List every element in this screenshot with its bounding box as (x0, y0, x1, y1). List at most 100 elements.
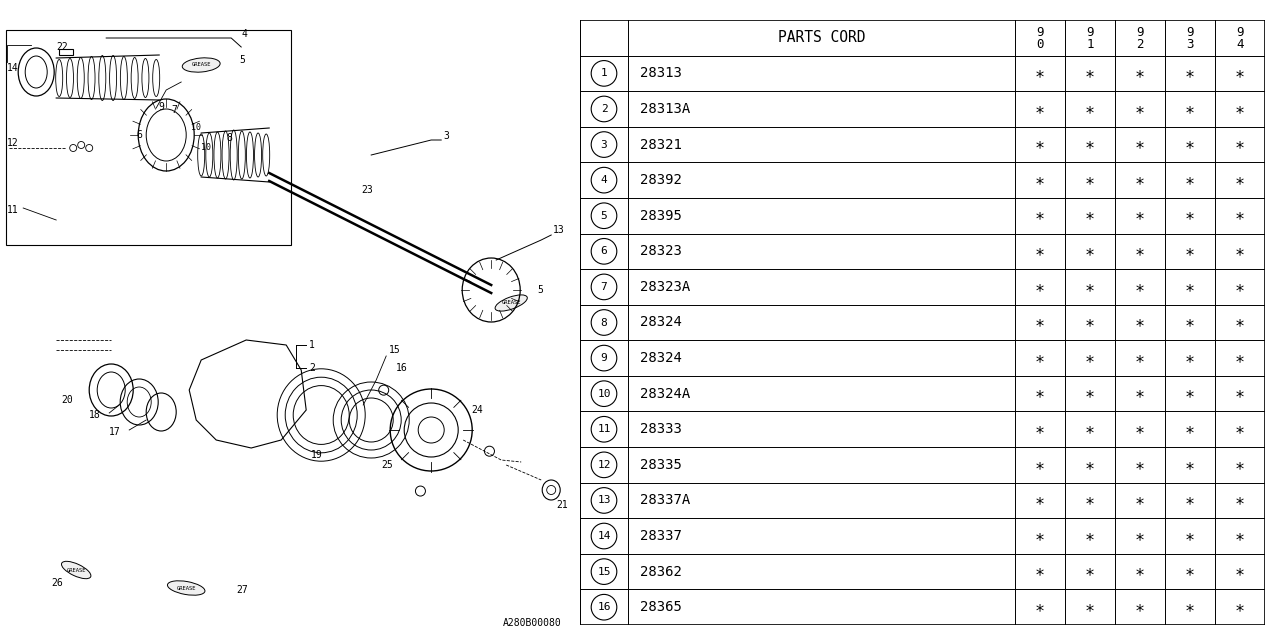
Text: 23: 23 (361, 185, 372, 195)
Text: 3: 3 (443, 131, 449, 141)
Text: 0: 0 (1037, 38, 1043, 51)
Text: ∗: ∗ (1085, 385, 1094, 403)
Text: ∗: ∗ (1135, 136, 1146, 154)
Text: ∗: ∗ (1036, 243, 1044, 260)
Text: ∗: ∗ (1185, 385, 1196, 403)
Text: 28324A: 28324A (640, 387, 690, 401)
Text: ∗: ∗ (1036, 207, 1044, 225)
Text: ∗: ∗ (1085, 278, 1094, 296)
Text: ∗: ∗ (1185, 100, 1196, 118)
Text: ∗: ∗ (1185, 420, 1196, 438)
Text: 28362: 28362 (640, 564, 682, 579)
Text: 25: 25 (381, 460, 393, 470)
Text: ∗: ∗ (1036, 171, 1044, 189)
Text: ∗: ∗ (1085, 243, 1094, 260)
Text: ∗: ∗ (1235, 314, 1245, 332)
Ellipse shape (61, 561, 91, 579)
Text: 28313: 28313 (640, 67, 682, 81)
Text: 3: 3 (600, 140, 608, 150)
Text: 4: 4 (600, 175, 608, 185)
Text: 9: 9 (159, 102, 164, 112)
Text: ∗: ∗ (1185, 456, 1196, 474)
Text: ∗: ∗ (1135, 598, 1146, 616)
Text: ∗: ∗ (1185, 492, 1196, 509)
Text: ∗: ∗ (1135, 100, 1146, 118)
Text: 22: 22 (56, 42, 68, 52)
Text: 8: 8 (600, 317, 608, 328)
Text: ∗: ∗ (1185, 207, 1196, 225)
Text: 20: 20 (61, 395, 73, 405)
Text: ∗: ∗ (1036, 563, 1044, 580)
Text: ∗: ∗ (1036, 314, 1044, 332)
Text: 9: 9 (1137, 26, 1144, 39)
Text: 14: 14 (598, 531, 611, 541)
Text: 5: 5 (600, 211, 608, 221)
Text: 28324: 28324 (640, 351, 682, 365)
Text: 28313A: 28313A (640, 102, 690, 116)
Text: 14: 14 (8, 63, 19, 73)
Text: ∗: ∗ (1135, 314, 1146, 332)
Text: ∗: ∗ (1085, 65, 1094, 83)
Text: GREASE: GREASE (67, 568, 86, 573)
Text: ∗: ∗ (1085, 492, 1094, 509)
Bar (59, 49, 73, 55)
Text: 7: 7 (600, 282, 608, 292)
Text: 9: 9 (1037, 26, 1043, 39)
Text: ∗: ∗ (1235, 243, 1245, 260)
Text: 13: 13 (553, 225, 564, 235)
Text: 17: 17 (109, 427, 120, 437)
Text: 28323A: 28323A (640, 280, 690, 294)
Text: 11: 11 (598, 424, 611, 435)
Text: 4: 4 (1236, 38, 1244, 51)
Text: 10: 10 (598, 388, 611, 399)
Text: ∗: ∗ (1185, 598, 1196, 616)
Text: 2: 2 (600, 104, 608, 114)
Text: ∗: ∗ (1235, 420, 1245, 438)
Text: 15: 15 (598, 566, 611, 577)
Text: 15: 15 (389, 345, 401, 355)
Text: 11: 11 (8, 205, 19, 215)
Text: 9: 9 (1236, 26, 1244, 39)
Text: ∗: ∗ (1085, 563, 1094, 580)
Text: ∗: ∗ (1135, 207, 1146, 225)
Text: ∗: ∗ (1036, 278, 1044, 296)
Text: ∗: ∗ (1036, 598, 1044, 616)
Text: 27: 27 (237, 585, 248, 595)
Text: 10: 10 (201, 143, 211, 152)
Text: GREASE: GREASE (192, 63, 211, 67)
Text: ∗: ∗ (1235, 171, 1245, 189)
Text: 16: 16 (397, 363, 408, 373)
Text: ∗: ∗ (1185, 349, 1196, 367)
Text: 28335: 28335 (640, 458, 682, 472)
Text: ∗: ∗ (1235, 136, 1245, 154)
Text: ∗: ∗ (1135, 278, 1146, 296)
Text: ∗: ∗ (1135, 456, 1146, 474)
Text: 4: 4 (241, 29, 247, 39)
Text: ∗: ∗ (1185, 65, 1196, 83)
Ellipse shape (182, 58, 220, 72)
Text: ∗: ∗ (1135, 349, 1146, 367)
Text: 10: 10 (191, 124, 201, 132)
Text: 28333: 28333 (640, 422, 682, 436)
Text: 9: 9 (1187, 26, 1194, 39)
Text: 2: 2 (1137, 38, 1144, 51)
Text: ∗: ∗ (1235, 527, 1245, 545)
Text: ∗: ∗ (1036, 65, 1044, 83)
Text: 8: 8 (227, 133, 232, 143)
Text: 28323: 28323 (640, 244, 682, 259)
Text: A280B00080: A280B00080 (503, 618, 561, 628)
Text: GREASE: GREASE (177, 586, 196, 591)
Text: 24: 24 (471, 405, 483, 415)
Text: 28321: 28321 (640, 138, 682, 152)
Text: 9: 9 (600, 353, 608, 363)
Text: ∗: ∗ (1235, 349, 1245, 367)
Text: ∗: ∗ (1036, 492, 1044, 509)
Text: ∗: ∗ (1036, 136, 1044, 154)
Text: 2: 2 (310, 363, 315, 373)
Text: GREASE: GREASE (502, 301, 521, 305)
Text: 28395: 28395 (640, 209, 682, 223)
Text: ∗: ∗ (1135, 527, 1146, 545)
Text: 28324: 28324 (640, 316, 682, 330)
Text: 28337: 28337 (640, 529, 682, 543)
Ellipse shape (495, 295, 527, 311)
